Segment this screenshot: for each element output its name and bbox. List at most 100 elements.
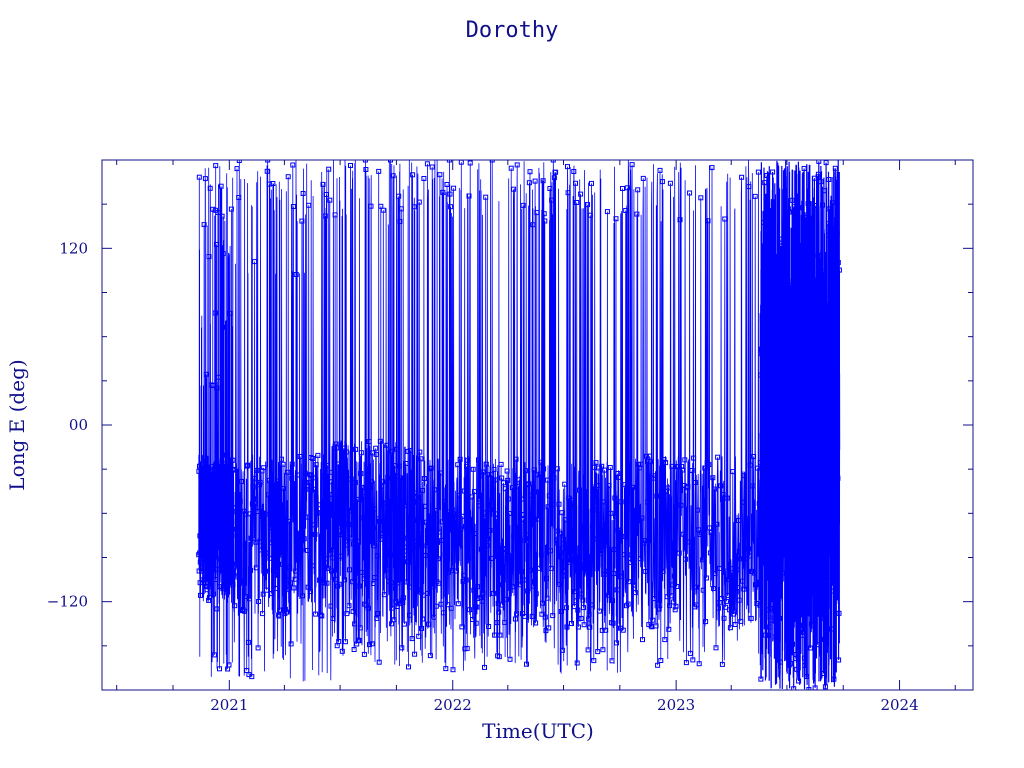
data-point-marker [301,536,307,542]
data-point-marker [581,605,586,611]
data-point-marker [313,462,319,468]
data-point-marker [392,586,398,591]
data-point-marker [344,611,350,617]
data-point-marker [565,190,571,196]
data-point-marker [424,161,430,167]
data-point-marker [762,180,768,186]
data-point-marker [536,489,541,495]
data-point-marker [666,626,672,632]
data-point-marker [540,600,545,606]
data-point-marker [203,371,209,377]
data-point-marker [693,584,699,590]
data-point-marker [470,466,476,472]
data-point-marker [825,221,831,227]
data-point-marker [369,641,375,647]
data-point-marker [512,498,518,504]
data-point-marker [432,487,438,493]
data-point-marker [739,578,745,584]
data-point-marker [720,492,726,497]
data-point-marker [385,475,391,481]
data-point-marker [394,446,400,452]
data-point-marker [465,457,471,463]
data-point-marker [604,542,610,548]
data-point-marker [514,611,520,617]
data-point-marker [772,454,777,460]
data-point-marker [247,511,253,517]
data-point-marker [488,555,494,561]
data-point-marker [280,461,286,467]
data-point-marker [326,551,332,557]
data-point-marker [471,489,477,495]
data-point-marker [556,501,562,507]
data-point-marker [213,510,219,516]
data-point-marker [443,530,449,536]
data-point-marker [402,552,408,558]
data-point-marker [769,361,775,367]
data-point-marker [781,358,787,364]
data-point-marker [373,451,379,457]
data-point-marker [835,260,841,265]
data-point-marker [485,536,490,542]
data-point-marker [772,410,778,415]
data-point-marker [210,383,216,388]
data-point-marker [711,486,717,492]
data-point-marker [490,590,496,596]
data-point-marker [437,172,443,178]
data-point-marker [758,372,764,378]
data-point-marker [387,539,392,544]
data-point-marker [225,543,231,548]
data-point-marker [382,528,388,534]
data-point-marker [752,193,758,199]
data-point-marker [301,504,307,510]
data-point-marker [510,584,516,590]
data-point-marker [236,195,242,200]
data-point-marker [525,588,531,594]
data-point-marker [825,232,831,238]
data-point-marker [766,469,772,475]
data-point-marker [513,456,519,462]
data-point-marker [270,181,276,186]
data-point-marker [538,552,544,558]
data-point-marker [784,297,790,303]
data-point-marker [492,477,498,483]
data-point-marker [253,565,259,571]
data-point-marker [407,612,412,618]
data-point-marker [209,477,215,483]
data-point-marker [211,652,217,658]
data-point-marker [475,596,481,601]
data-point-marker [498,461,504,467]
data-point-marker [257,539,263,545]
data-point-marker [498,543,503,549]
data-point-marker [807,645,813,651]
data-point-marker [653,623,659,629]
data-point-marker [815,252,821,258]
data-point-marker [347,508,353,514]
data-point-marker [779,494,785,500]
data-point-marker [403,461,409,466]
data-point-marker [202,543,208,549]
data-point-marker [279,552,285,558]
data-point-marker [546,493,552,499]
data-point-marker [222,535,228,541]
data-point-marker [630,484,636,490]
data-point-marker [573,180,578,186]
data-point-marker [640,175,646,181]
data-point-marker [196,174,202,180]
data-point-marker [639,515,645,521]
data-point-marker [655,662,661,668]
data-point-marker [251,475,257,481]
data-point-marker [684,485,690,491]
data-point-marker [533,591,539,597]
data-point-marker [206,254,212,260]
data-point-marker [532,178,538,184]
data-point-marker [399,645,405,651]
data-point-marker [232,603,238,609]
data-point-marker [558,531,564,537]
data-point-marker [360,493,366,499]
data-point-marker [248,535,254,541]
data-point-marker [219,213,225,219]
data-point-marker [414,538,420,544]
data-point-marker [518,537,524,543]
y-tick-label: 00 [69,416,88,434]
data-point-marker [828,509,834,515]
